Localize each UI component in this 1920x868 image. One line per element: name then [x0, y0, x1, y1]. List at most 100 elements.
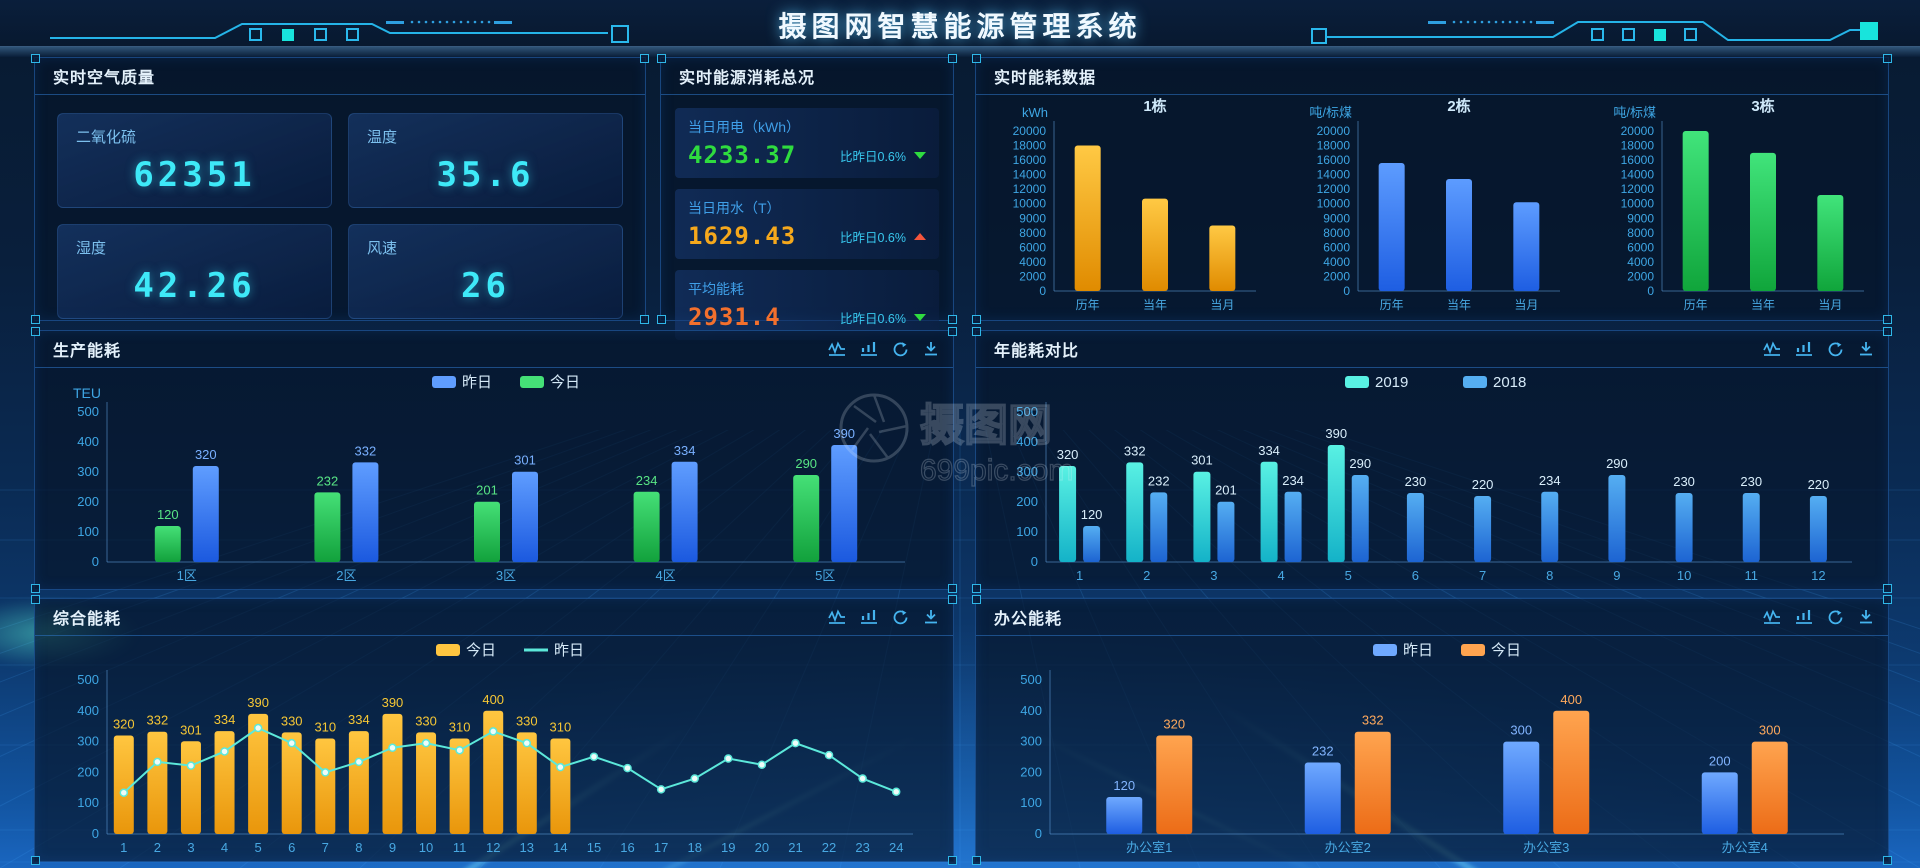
refresh-icon[interactable] [1827, 609, 1844, 625]
bar-chart-icon[interactable] [860, 609, 878, 625]
svg-text:330: 330 [516, 713, 538, 728]
svg-text:234: 234 [1539, 473, 1561, 488]
corner-decoration [31, 315, 40, 324]
svg-text:390: 390 [247, 695, 269, 710]
panel-toolbar [1749, 341, 1874, 357]
svg-text:18000: 18000 [1621, 139, 1655, 153]
corner-decoration [948, 584, 957, 593]
svg-text:6: 6 [288, 840, 295, 855]
corner-decoration [31, 584, 40, 593]
svg-text:昨日: 昨日 [1403, 642, 1433, 659]
dash-dots [410, 20, 1533, 24]
svg-text:301: 301 [514, 453, 536, 468]
svg-text:历年: 历年 [1076, 298, 1100, 312]
svg-text:18000: 18000 [1317, 139, 1351, 153]
svg-text:400: 400 [482, 692, 504, 707]
svg-text:14000: 14000 [1317, 168, 1351, 182]
svg-text:14000: 14000 [1013, 168, 1047, 182]
svg-text:14000: 14000 [1621, 168, 1655, 182]
svg-text:8: 8 [1546, 568, 1553, 583]
svg-text:4000: 4000 [1019, 255, 1046, 269]
compare-text: 比昨日0.6% [840, 149, 906, 164]
download-icon[interactable] [1858, 609, 1874, 625]
svg-text:334: 334 [1258, 443, 1280, 458]
svg-text:500: 500 [1020, 672, 1042, 687]
svg-text:330: 330 [281, 713, 303, 728]
svg-text:4: 4 [221, 840, 228, 855]
svg-text:今日: 今日 [466, 642, 496, 659]
bar-chart-icon[interactable] [1795, 609, 1813, 625]
svg-text:9: 9 [389, 840, 396, 855]
panel-realtime-energy: 实时能耗数据 0 2000 4000 6000 8000 9000 10000 12000 14… [972, 54, 1892, 324]
refresh-icon[interactable] [892, 609, 909, 625]
stat-label: 二氧化硫 [76, 129, 137, 146]
header: 摄图网智慧能源管理系统 [0, 0, 1920, 46]
corner-decoration [640, 54, 649, 63]
panel-toolbar [1749, 609, 1874, 625]
line-chart-icon[interactable] [828, 341, 846, 357]
svg-text:当月: 当月 [1210, 298, 1234, 312]
download-icon[interactable] [1858, 341, 1874, 357]
svg-text:10000: 10000 [1621, 197, 1655, 211]
svg-text:390: 390 [382, 695, 404, 710]
summary-item-electricity: 当日用电（kWh） 4233.37 比昨日0.6% [675, 108, 939, 178]
svg-text:吨/标煤: 吨/标煤 [1309, 105, 1352, 120]
svg-text:吨/标煤: 吨/标煤 [1613, 105, 1656, 120]
download-icon[interactable] [923, 341, 939, 357]
svg-text:2000: 2000 [1323, 269, 1350, 283]
svg-text:3区: 3区 [496, 568, 516, 583]
svg-text:200: 200 [1016, 494, 1038, 509]
summary-compare: 比昨日0.6% [840, 227, 926, 246]
corner-decoration [948, 54, 957, 63]
svg-text:220: 220 [1472, 477, 1494, 492]
svg-text:500: 500 [1016, 404, 1038, 419]
svg-text:8000: 8000 [1627, 226, 1654, 240]
svg-text:310: 310 [449, 720, 471, 735]
svg-text:20000: 20000 [1013, 124, 1047, 138]
svg-text:7: 7 [1479, 568, 1486, 583]
corner-decoration [1883, 315, 1892, 324]
svg-text:100: 100 [1020, 795, 1042, 810]
svg-text:200: 200 [77, 764, 99, 779]
svg-text:16000: 16000 [1013, 153, 1047, 167]
download-icon[interactable] [923, 609, 939, 625]
air-quality-cards: 二氧化硫 62351 温度 35.6 湿度 42.26 风速 26 [35, 95, 645, 321]
svg-text:今日: 今日 [550, 374, 580, 391]
svg-text:301: 301 [1191, 453, 1213, 468]
line-chart-icon[interactable] [1763, 341, 1781, 357]
stat-value: 62351 [133, 155, 256, 195]
bar-chart-icon[interactable] [1795, 341, 1813, 357]
compare-text: 比昨日0.6% [840, 230, 906, 245]
svg-text:300: 300 [1016, 464, 1038, 479]
svg-text:今日: 今日 [1491, 642, 1521, 659]
svg-text:320: 320 [113, 716, 135, 731]
svg-text:24: 24 [889, 840, 903, 855]
panel-air-quality: 实时空气质量 二氧化硫 62351 温度 35.6 湿度 42.26 风速 26 [31, 54, 649, 324]
svg-text:400: 400 [1020, 703, 1042, 718]
line-chart-icon[interactable] [828, 609, 846, 625]
stat-card-so2: 二氧化硫 62351 [57, 113, 332, 208]
svg-text:232: 232 [1148, 473, 1170, 488]
line-chart-icon[interactable] [1763, 609, 1781, 625]
bar-chart-icon[interactable] [860, 341, 878, 357]
svg-text:290: 290 [1349, 456, 1371, 471]
svg-text:0: 0 [1647, 284, 1654, 298]
svg-text:200: 200 [77, 494, 99, 509]
svg-text:500: 500 [77, 404, 99, 419]
corner-decoration [972, 595, 981, 604]
stat-label: 风速 [367, 240, 398, 257]
svg-text:当年: 当年 [1751, 298, 1775, 312]
panel-office-energy: 办公能耗 0 100 200 300 400 500 昨日 今日 办公室1 办公室2 办公室3 办公室… [972, 595, 1892, 865]
refresh-icon[interactable] [1827, 341, 1844, 357]
svg-text:8000: 8000 [1019, 226, 1046, 240]
svg-text:232: 232 [1312, 744, 1334, 759]
svg-text:12: 12 [486, 840, 500, 855]
svg-text:201: 201 [1215, 483, 1237, 498]
stat-card-humidity: 湿度 42.26 [57, 224, 332, 319]
svg-text:300: 300 [1759, 723, 1781, 738]
corner-decoration [972, 584, 981, 593]
summary-item-water: 当日用水（T） 1629.43 比昨日0.6% [675, 189, 939, 259]
svg-text:300: 300 [1020, 734, 1042, 749]
refresh-icon[interactable] [892, 341, 909, 357]
svg-text:100: 100 [1016, 524, 1038, 539]
